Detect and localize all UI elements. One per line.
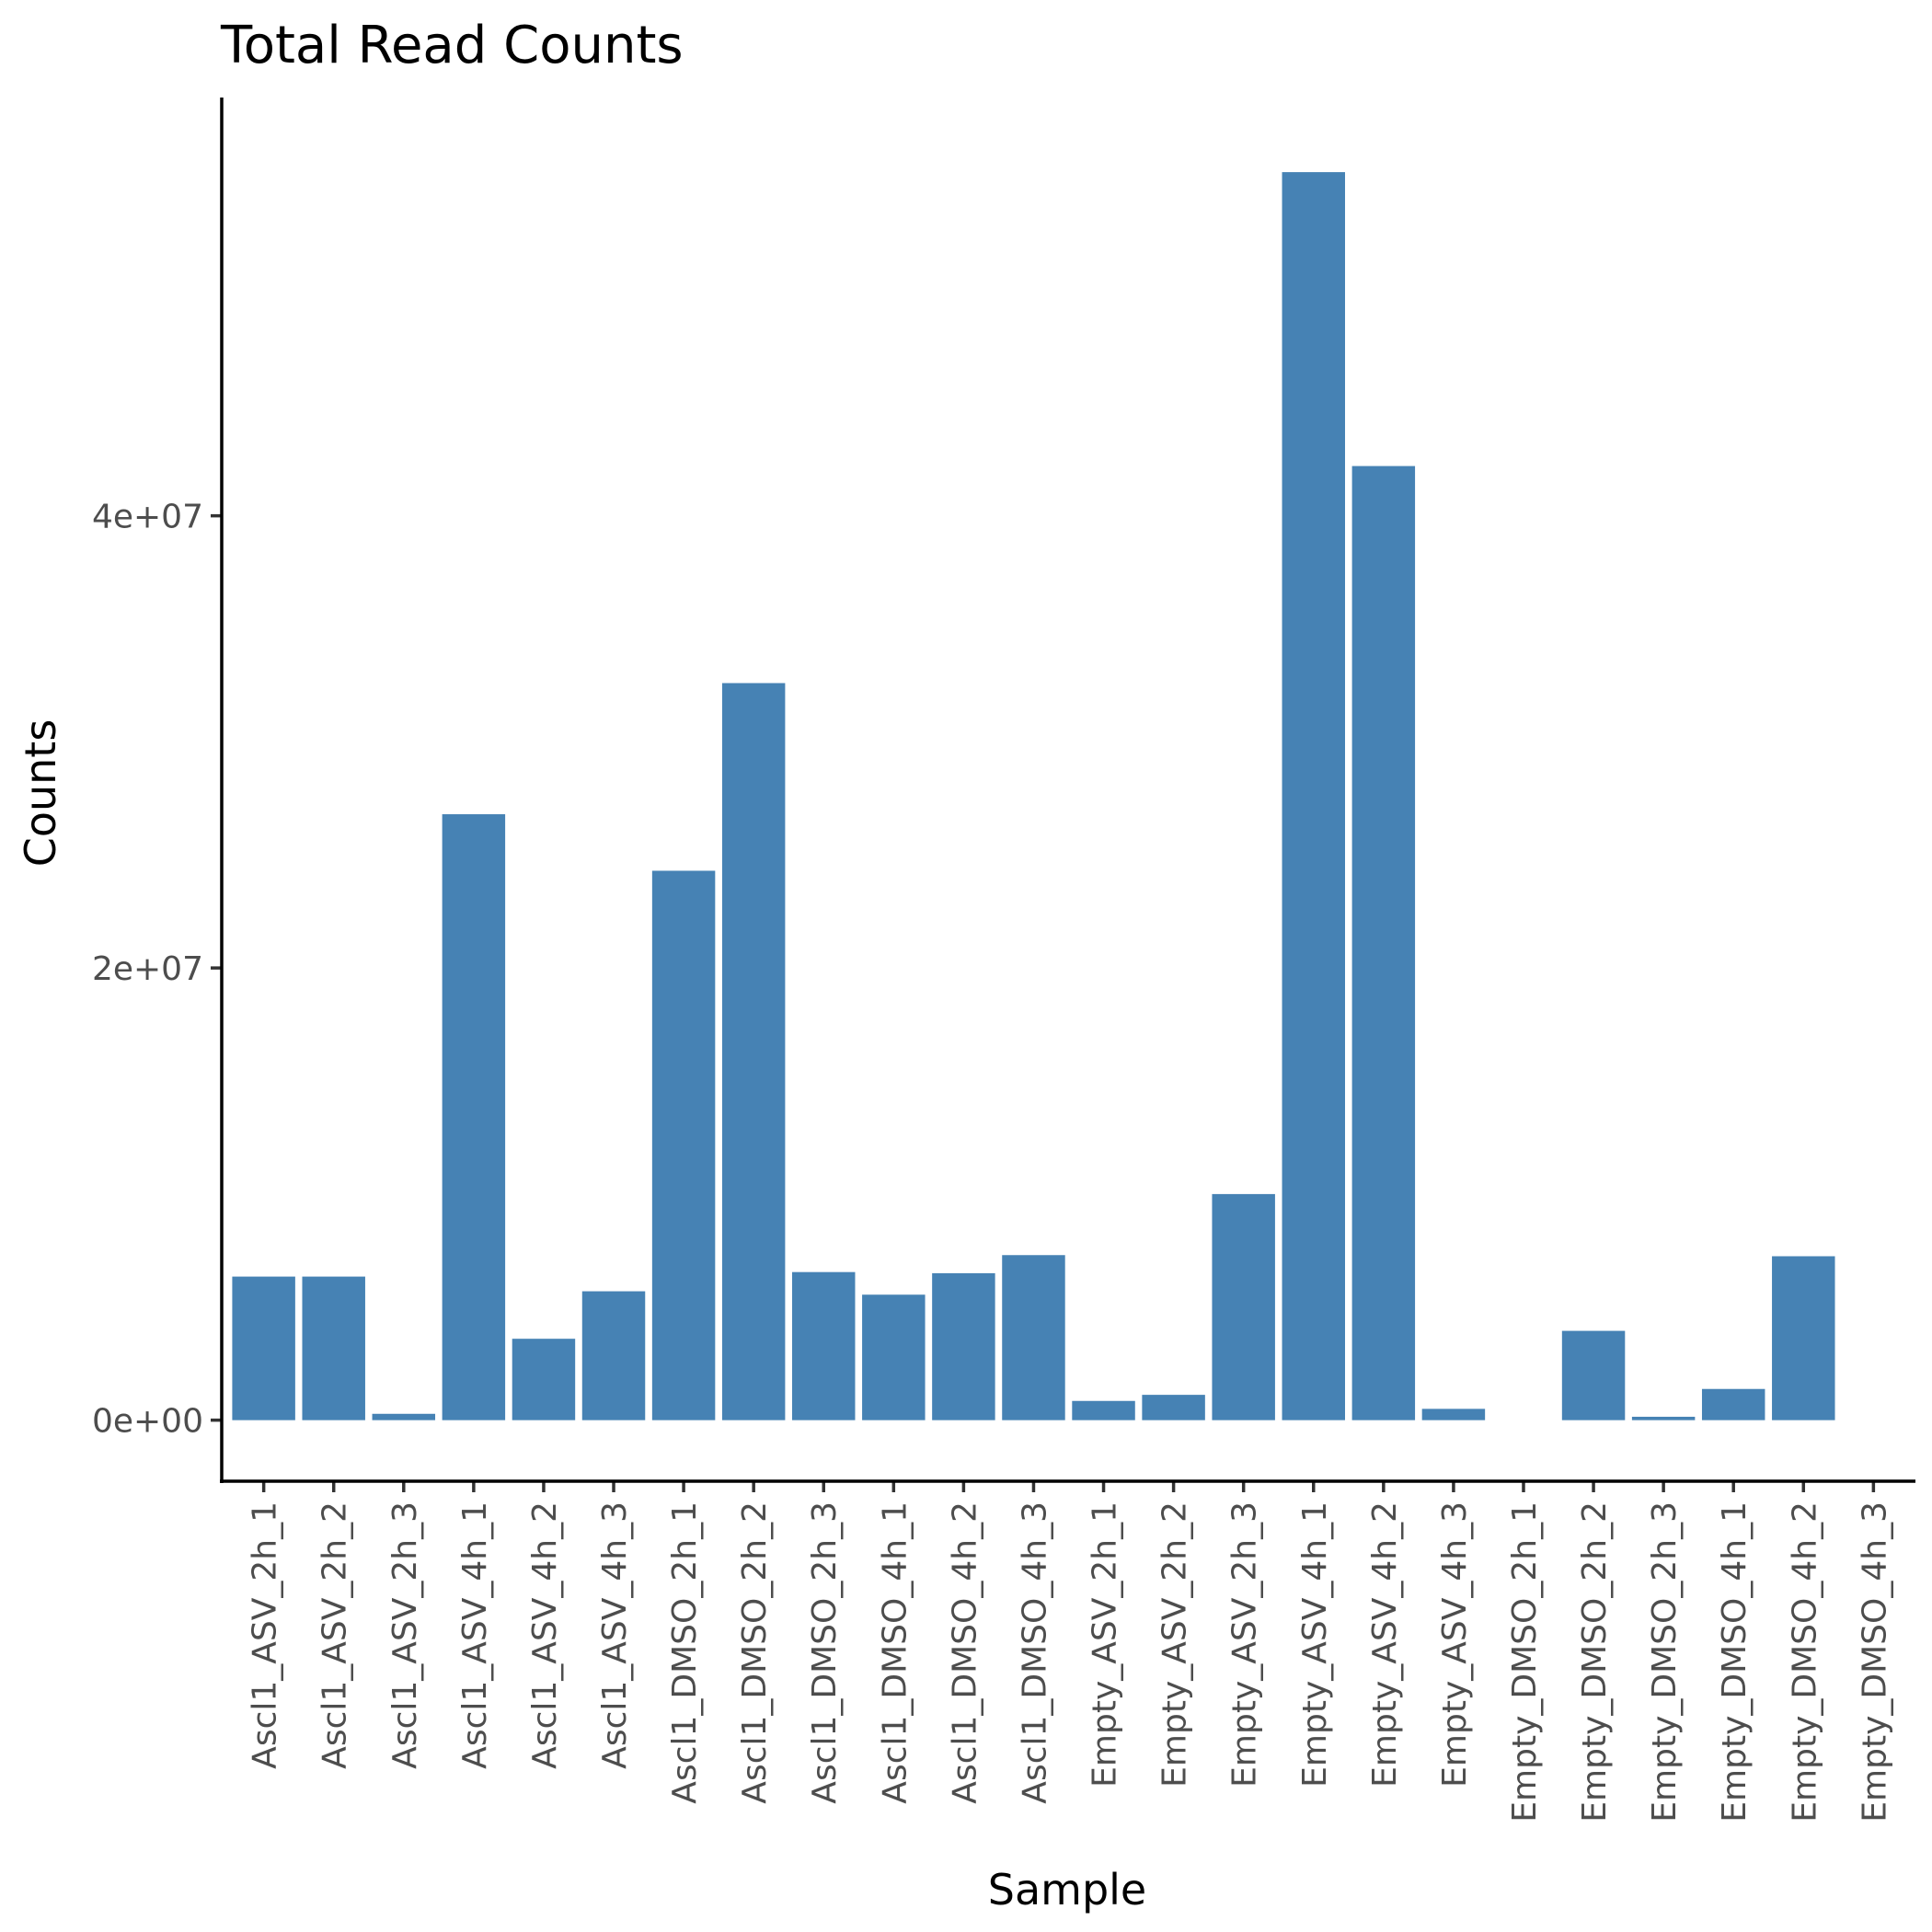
x-tick-label: Empty_ASV_2h_2 xyxy=(1156,1501,1194,1788)
bar-Empty_ASV_2h_3 xyxy=(1212,1193,1275,1420)
bar-Empty_ASV_2h_1 xyxy=(1072,1400,1135,1420)
x-tick-label: Ascl1_ASV_4h_3 xyxy=(596,1501,634,1769)
x-tick-label: Empty_ASV_2h_1 xyxy=(1087,1501,1124,1788)
x-tick-label: Ascl1_DMSO_4h_1 xyxy=(876,1501,914,1804)
bar-Empty_DMSO_4h_2 xyxy=(1772,1256,1835,1420)
bar-Ascl1_ASV_4h_1 xyxy=(442,814,506,1420)
bar-Ascl1_DMSO_4h_1 xyxy=(862,1294,926,1420)
y-tick-label: 0e+00 xyxy=(92,1403,203,1441)
x-ticks-group: Ascl1_ASV_2h_1 Ascl1_ASV_2h_2 Ascl1_ASV_2h… xyxy=(247,1481,1893,1823)
bar-Empty_ASV_2h_2 xyxy=(1142,1395,1205,1420)
x-tick-label: Empty_DMSO_4h_3 xyxy=(1856,1501,1893,1823)
x-tick-label: Ascl1_ASV_2h_2 xyxy=(316,1501,354,1769)
bar-Empty_DMSO_2h_3 xyxy=(1631,1416,1696,1420)
x-axis-title: Sample xyxy=(988,1865,1146,1915)
x-tick-label: Ascl1_ASV_4h_1 xyxy=(456,1501,494,1769)
bar-Ascl1_DMSO_4h_2 xyxy=(932,1272,995,1420)
bar-Empty_DMSO_2h_2 xyxy=(1561,1330,1626,1420)
bar-Ascl1_DMSO_2h_1 xyxy=(651,870,716,1420)
x-tick-label: Ascl1_DMSO_2h_2 xyxy=(736,1501,774,1804)
x-tick-label: Empty_DMSO_2h_1 xyxy=(1506,1501,1544,1823)
bar-Ascl1_ASV_2h_2 xyxy=(302,1276,365,1420)
bar-Empty_ASV_4h_1 xyxy=(1282,172,1345,1420)
x-tick-label: Empty_DMSO_4h_1 xyxy=(1716,1501,1754,1823)
x-tick-label: Ascl1_DMSO_2h_3 xyxy=(806,1501,844,1804)
x-tick-label: Empty_ASV_2h_3 xyxy=(1226,1501,1264,1788)
bar-Ascl1_DMSO_2h_3 xyxy=(792,1271,856,1420)
bar-Empty_DMSO_4h_1 xyxy=(1701,1388,1765,1420)
bar-Ascl1_ASV_2h_3 xyxy=(372,1413,436,1420)
x-tick-label: Ascl1_DMSO_2h_1 xyxy=(666,1501,704,1804)
y-tick-label: 4e+07 xyxy=(92,499,203,536)
y-axis-title: Counts xyxy=(16,719,65,868)
y-ticks-group: 0e+00 2e+07 4e+07 xyxy=(92,499,222,1441)
x-tick-label: Ascl1_ASV_2h_1 xyxy=(247,1501,284,1769)
x-tick-label: Empty_ASV_4h_1 xyxy=(1296,1501,1334,1788)
y-tick-label: 2e+07 xyxy=(92,950,203,988)
bar-Ascl1_DMSO_2h_2 xyxy=(721,683,786,1420)
x-tick-label: Empty_ASV_4h_3 xyxy=(1436,1501,1474,1788)
x-tick-label: Ascl1_DMSO_4h_2 xyxy=(946,1501,983,1804)
chart-title: Total Read Counts xyxy=(220,16,684,75)
bar-Ascl1_ASV_4h_3 xyxy=(581,1291,646,1420)
x-tick-label: Ascl1_ASV_4h_2 xyxy=(526,1501,564,1769)
x-tick-label: Ascl1_ASV_2h_3 xyxy=(386,1501,424,1769)
bar-Ascl1_ASV_2h_1 xyxy=(232,1276,295,1420)
bar-Empty_ASV_4h_2 xyxy=(1351,466,1416,1420)
bar-Empty_ASV_4h_3 xyxy=(1421,1409,1486,1420)
bars-group xyxy=(232,172,1835,1420)
bar-Ascl1_ASV_4h_2 xyxy=(512,1339,576,1420)
bar-Ascl1_DMSO_4h_3 xyxy=(1002,1255,1065,1420)
x-tick-label: Empty_DMSO_2h_2 xyxy=(1576,1501,1614,1823)
x-tick-label: Empty_ASV_4h_2 xyxy=(1366,1501,1404,1788)
x-tick-label: Empty_DMSO_2h_3 xyxy=(1646,1501,1684,1823)
x-tick-label: Ascl1_DMSO_4h_3 xyxy=(1016,1501,1053,1804)
x-tick-label: Empty_DMSO_4h_2 xyxy=(1786,1501,1823,1823)
